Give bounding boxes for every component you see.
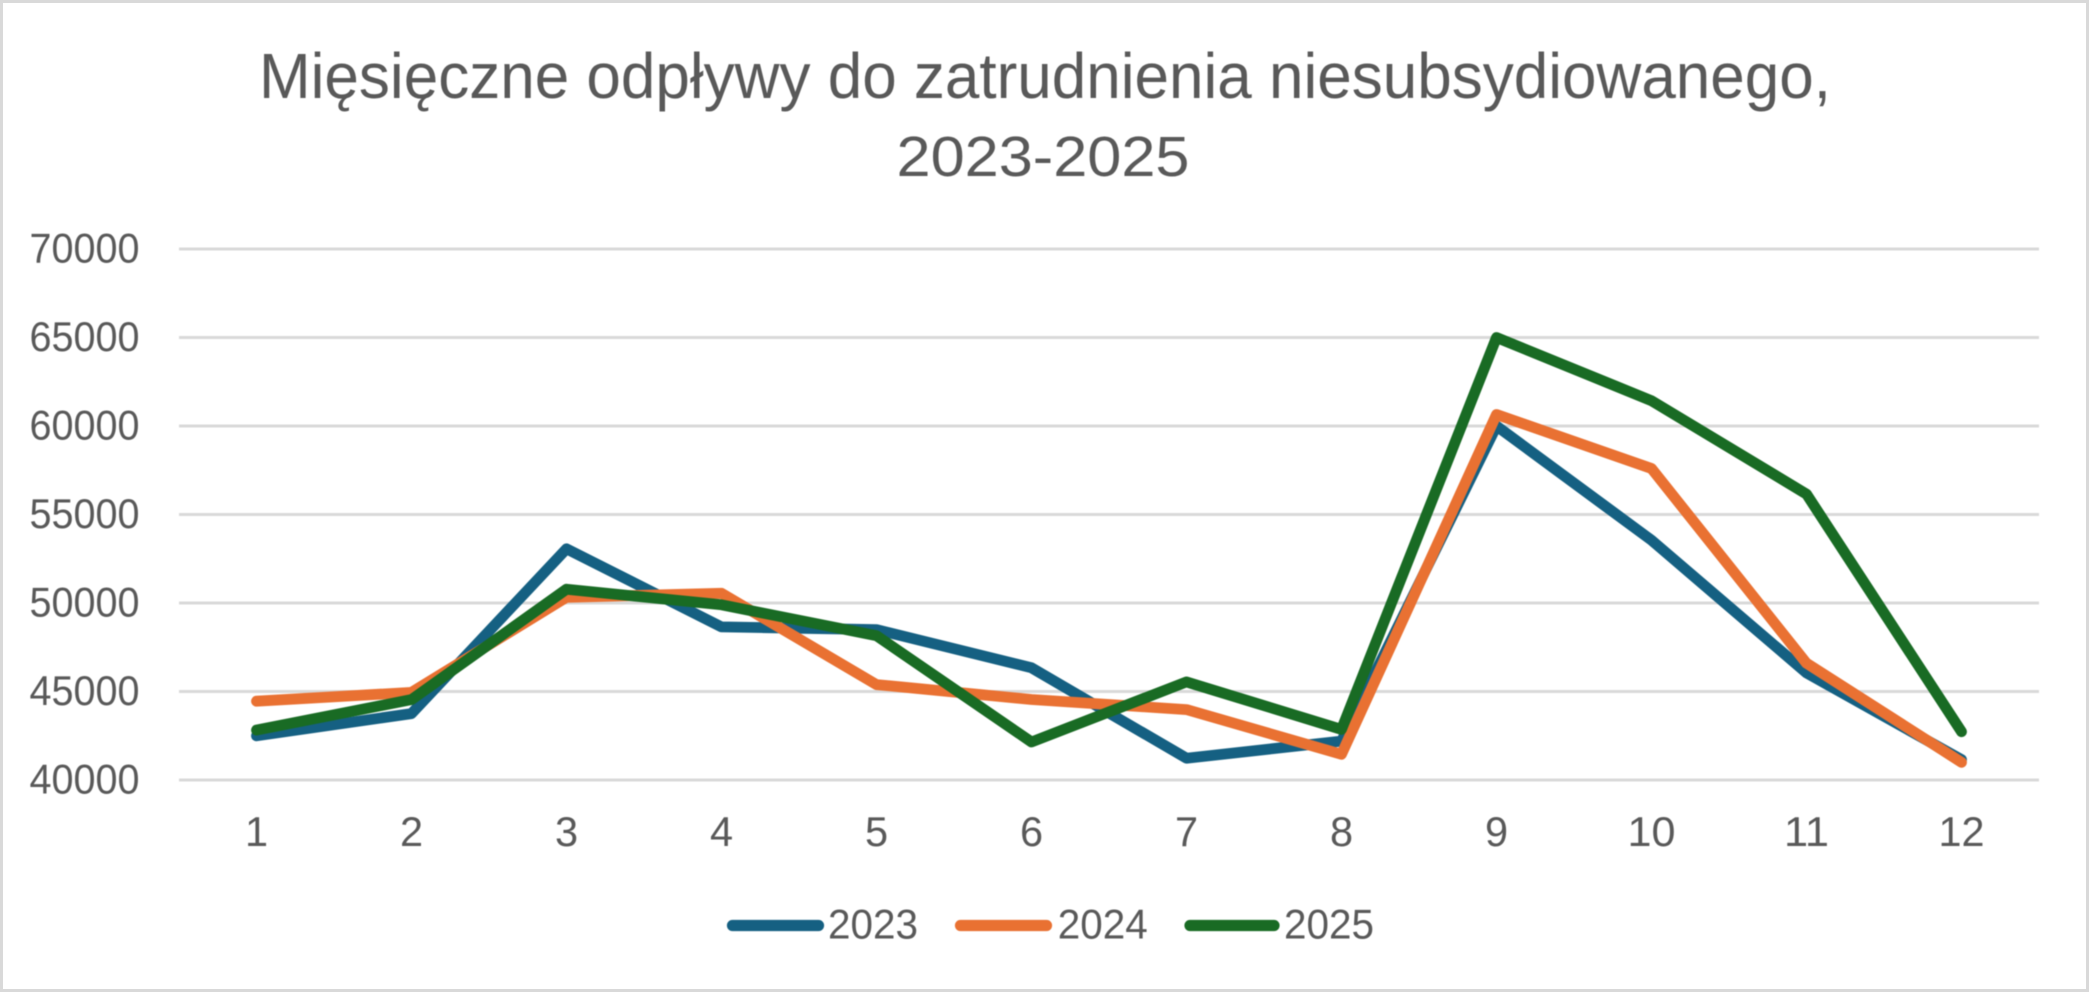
svg-text:6: 6 xyxy=(1020,808,1043,855)
svg-text:55000: 55000 xyxy=(30,490,140,537)
svg-text:65000: 65000 xyxy=(30,313,140,360)
svg-text:2024: 2024 xyxy=(1058,901,1148,948)
svg-text:2: 2 xyxy=(400,808,423,855)
svg-text:40000: 40000 xyxy=(30,756,140,803)
svg-text:4: 4 xyxy=(710,808,733,855)
svg-text:60000: 60000 xyxy=(30,402,140,449)
svg-text:1: 1 xyxy=(245,808,268,855)
svg-text:10: 10 xyxy=(1628,808,1676,855)
svg-text:50000: 50000 xyxy=(30,579,140,626)
svg-text:5: 5 xyxy=(865,808,888,855)
svg-text:8: 8 xyxy=(1330,808,1353,855)
svg-text:2023-2025: 2023-2025 xyxy=(897,125,1190,189)
svg-text:2023: 2023 xyxy=(828,901,918,948)
svg-text:70000: 70000 xyxy=(30,225,140,272)
svg-text:2025: 2025 xyxy=(1284,901,1374,948)
svg-text:11: 11 xyxy=(1784,808,1829,855)
svg-text:45000: 45000 xyxy=(30,667,140,714)
svg-text:12: 12 xyxy=(1939,808,1985,855)
svg-text:7: 7 xyxy=(1175,808,1198,855)
svg-text:Mięsięczne odpływy do zatrudni: Mięsięczne odpływy do zatrudnienia niesu… xyxy=(259,40,1831,112)
svg-text:3: 3 xyxy=(555,808,578,855)
svg-text:9: 9 xyxy=(1485,808,1508,855)
